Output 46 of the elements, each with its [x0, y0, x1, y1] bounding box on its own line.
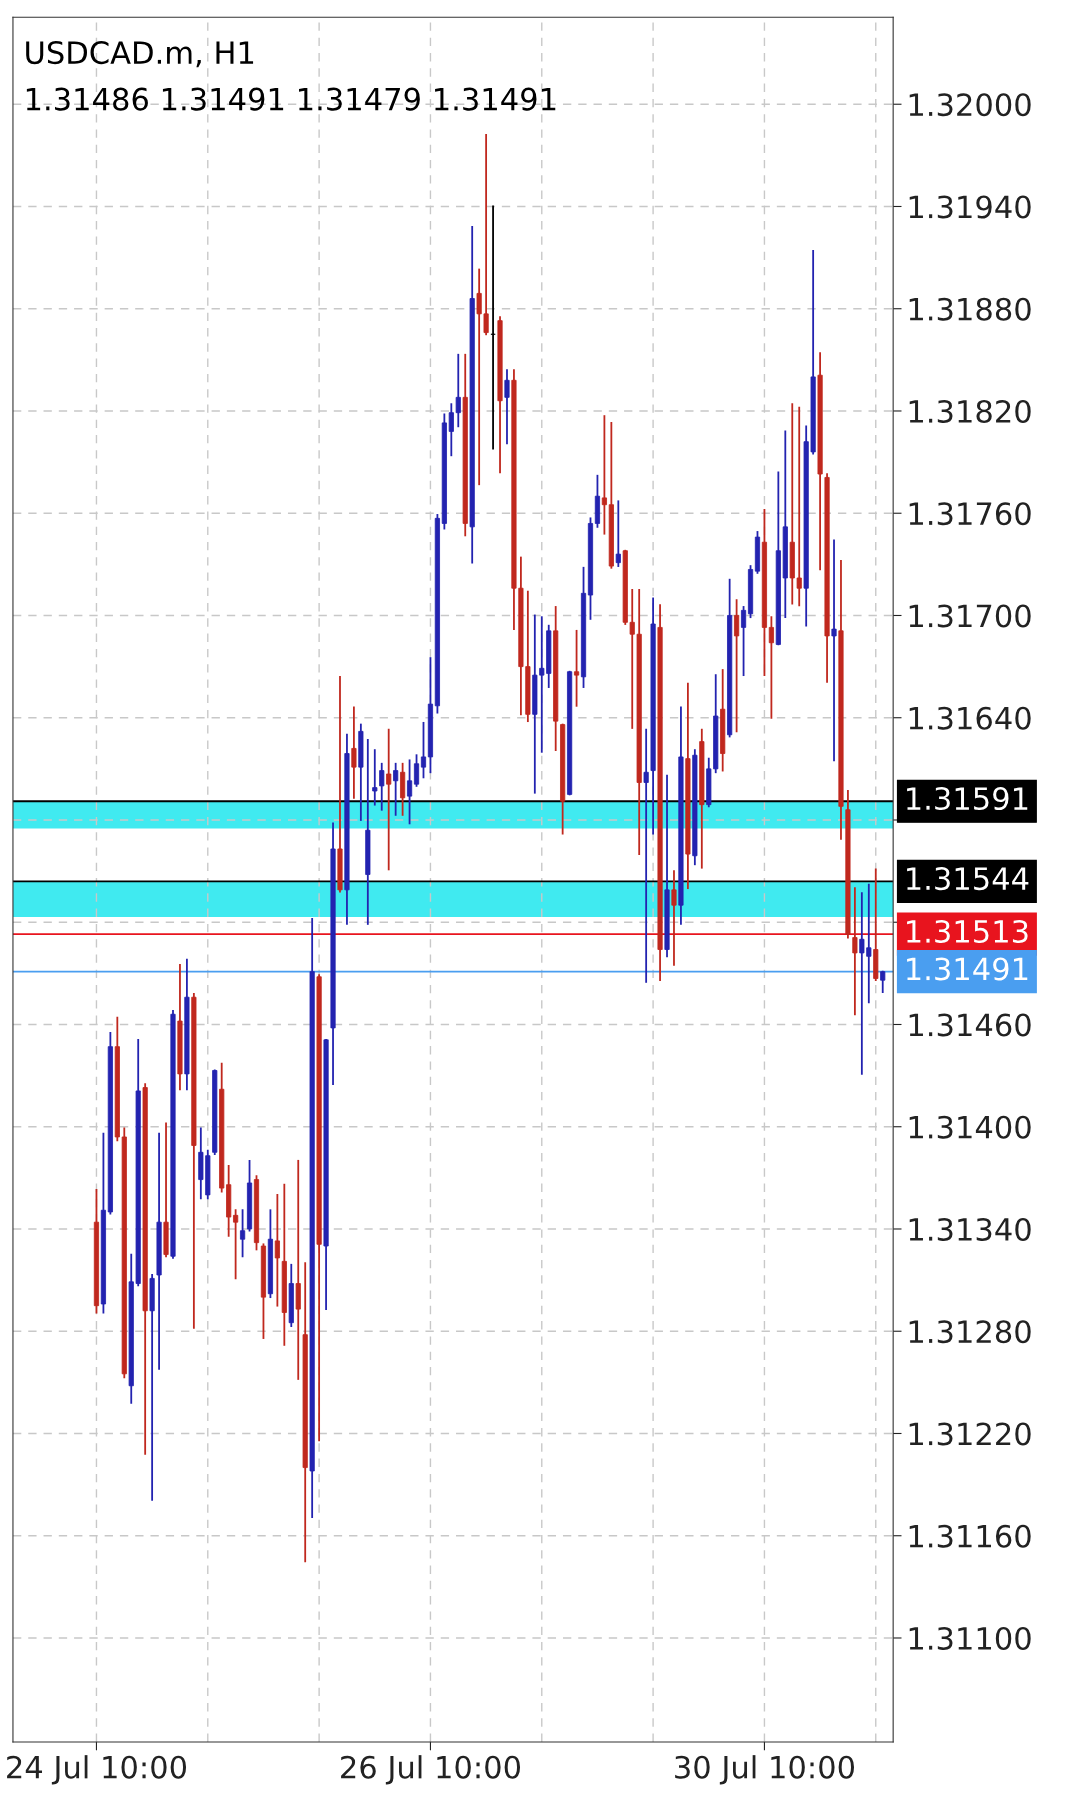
- ref-line-label: 1.31544: [907, 867, 1029, 891]
- y-tick-label: 1.31700: [909, 604, 1031, 628]
- y-tick-label: 1.31640: [909, 706, 1031, 730]
- candlestick: [420, 721, 427, 779]
- candlestick: [240, 1209, 246, 1258]
- y-tick-label: 1.31220: [909, 1422, 1031, 1446]
- x-tick-label: 24 Jul 10:00: [7, 1755, 187, 1785]
- y-tick-label: 1.31340: [909, 1217, 1031, 1242]
- candlestick: [351, 706, 357, 799]
- candlestick: [643, 728, 649, 983]
- x-tick-label: 26 Jul 10:00: [341, 1755, 521, 1785]
- candlestick: [734, 599, 740, 733]
- y-tick-label: 1.31880: [909, 297, 1031, 321]
- candlestick: [831, 539, 837, 762]
- candlestick: [768, 616, 774, 719]
- candlestick: [393, 762, 399, 816]
- candlestick: [601, 415, 607, 535]
- candlestick: [880, 970, 886, 994]
- text: USDCAD.m, H1: [26, 41, 254, 68]
- ref-line-label: 1.31513: [907, 919, 1028, 944]
- y-tick-label: 1.31280: [909, 1320, 1031, 1344]
- candlestick: [615, 500, 621, 567]
- candlestick: [372, 749, 378, 806]
- y-tick-label: 1.31400: [909, 1115, 1031, 1139]
- y-tick-label: 1.32000: [909, 93, 1031, 117]
- candlestick: [852, 887, 858, 1016]
- candlestick: [740, 606, 747, 677]
- candlestick: [671, 870, 677, 966]
- y-tick-label: 1.31760: [909, 502, 1031, 526]
- candlestick: [413, 754, 420, 787]
- candlestick: [504, 369, 510, 445]
- x-tick-label: 30 Jul 10:00: [675, 1755, 855, 1785]
- y-tick-label: 1.31160: [909, 1524, 1031, 1548]
- ref-line-label: 1.31591: [907, 786, 1028, 811]
- candlestick: [386, 728, 392, 871]
- y-tick-label: 1.31820: [909, 399, 1031, 424]
- candlestick: [379, 762, 385, 811]
- candlestick: [573, 629, 580, 707]
- candlestick: [274, 1193, 280, 1307]
- y-tick-label: 1.31940: [909, 195, 1031, 219]
- y-tick-label: 1.31460: [909, 1013, 1031, 1037]
- text: 1.31486 1.31491 1.31479 1.31491: [26, 87, 556, 111]
- ref-line-label: 1.31491: [907, 957, 1028, 981]
- y-tick-label: 1.31100: [909, 1626, 1031, 1651]
- candlestick: [233, 1209, 239, 1280]
- candlestick: [406, 759, 413, 825]
